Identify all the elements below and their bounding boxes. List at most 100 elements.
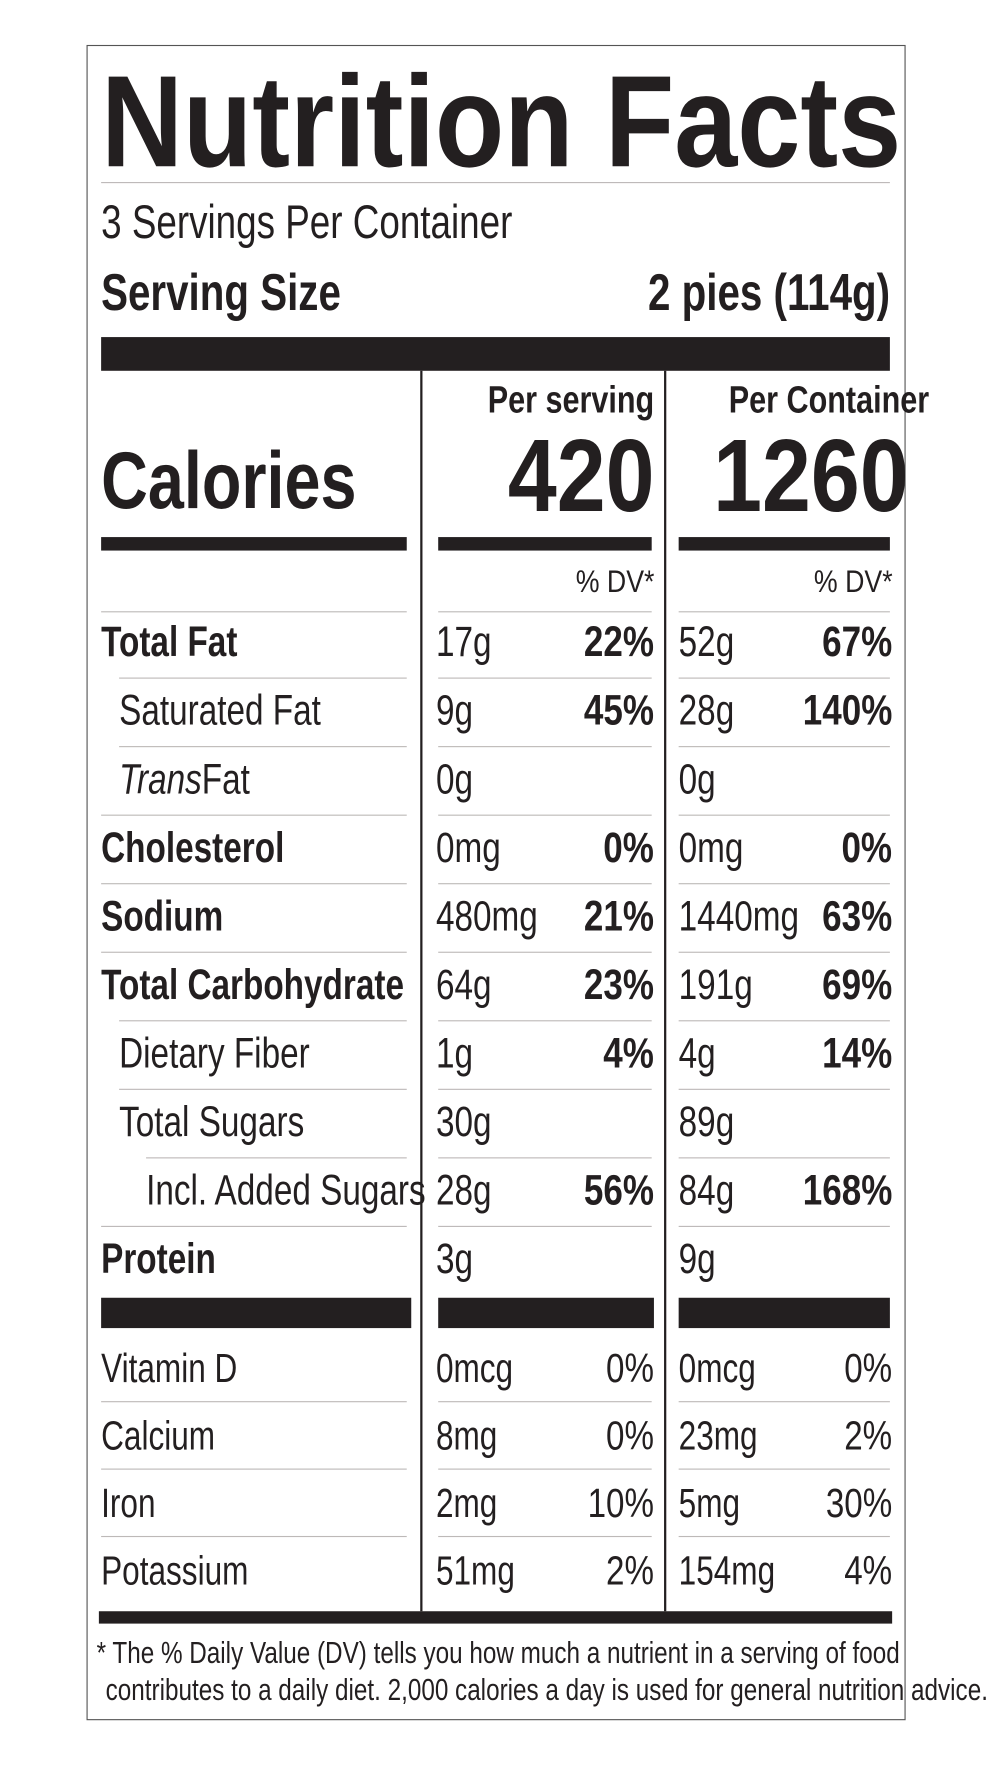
- nutrient-amount: 64g: [435, 961, 492, 1009]
- vitamin-name: Iron: [101, 1479, 156, 1526]
- nutrient-amount: 28g: [678, 687, 735, 735]
- row-divider: [438, 1020, 652, 1022]
- dv-header: % DV*: [813, 564, 893, 599]
- vitamin-amount: 2mg: [435, 1479, 498, 1526]
- nutrient-dv: 69%: [822, 961, 893, 1009]
- row-divider: [119, 677, 407, 679]
- calories-value: 420: [507, 419, 654, 534]
- row-divider: [678, 1401, 890, 1403]
- nutrient-amount: 0g: [678, 756, 716, 804]
- nutrient-dv: 140%: [802, 687, 893, 735]
- nutrient-name: Total Sugars: [119, 1098, 305, 1147]
- nutrient-amount: 0mg: [435, 824, 501, 872]
- vitamin-dv: 2%: [844, 1412, 893, 1459]
- nutrient-dv: 168%: [802, 1167, 893, 1215]
- nutrient-dv: 67%: [822, 619, 893, 667]
- nutrient-dv: 63%: [822, 893, 893, 941]
- vitamin-dv: 0%: [605, 1344, 654, 1392]
- footnote: * The % Daily Value (DV) tells you how m…: [96, 1635, 900, 1670]
- nutrient-amount: 28g: [435, 1167, 492, 1215]
- vitamin-amount: 154mg: [678, 1547, 776, 1594]
- row-divider: [678, 677, 890, 679]
- vitamin-dv: 0%: [605, 1412, 654, 1459]
- row-divider: [438, 1535, 652, 1538]
- thick-bar: [678, 1297, 890, 1329]
- thick-bar: [678, 537, 890, 551]
- row-divider: [438, 883, 652, 885]
- vitamin-amount: 0mcg: [435, 1344, 514, 1392]
- row-divider: [438, 1468, 652, 1470]
- column-separator: [664, 370, 667, 1612]
- row-divider: [119, 1020, 407, 1022]
- nutrient-dv: 4%: [603, 1030, 654, 1078]
- nutrient-name: Total Fat: [101, 619, 238, 667]
- row-divider: [101, 611, 407, 613]
- title: Nutrition Facts: [101, 48, 902, 195]
- row-divider: [678, 611, 890, 613]
- row-divider: [438, 1225, 652, 1227]
- nutrient-dv: 14%: [822, 1030, 893, 1078]
- nutrient-name: Dietary Fiber: [119, 1030, 310, 1078]
- column-separator: [420, 370, 423, 1612]
- row-divider: [101, 1401, 407, 1403]
- row-divider: [438, 814, 652, 816]
- row-divider: [119, 1088, 407, 1090]
- thick-bar: [101, 1297, 412, 1329]
- nutrient-amount: 0g: [435, 756, 474, 804]
- footnote: contributes to a daily diet. 2,000 calor…: [105, 1672, 988, 1707]
- nutrient-dv: 21%: [583, 893, 654, 941]
- nutrient-amount: 9g: [435, 687, 474, 735]
- row-divider: [678, 746, 890, 748]
- vitamin-dv: 2%: [605, 1547, 654, 1594]
- vitamin-dv: 10%: [587, 1479, 654, 1526]
- nutrient-amount: 1g: [435, 1030, 474, 1078]
- nutrient-dv: 56%: [583, 1167, 654, 1215]
- row-divider: [678, 1225, 890, 1227]
- thick-bar: [98, 1611, 893, 1624]
- nutrient-dv: 0%: [603, 824, 654, 872]
- row-divider: [101, 951, 407, 953]
- row-divider: [438, 611, 652, 613]
- column-header: Per serving: [487, 378, 654, 422]
- row-divider: [678, 951, 890, 953]
- thick-bar: [101, 337, 890, 371]
- row-divider: [678, 1020, 890, 1022]
- row-divider: [438, 677, 652, 679]
- vitamin-name: Calcium: [101, 1412, 216, 1459]
- servings-per-container: 3 Servings Per Container: [101, 195, 513, 249]
- row-divider: [438, 746, 652, 748]
- vitamin-amount: 51mg: [435, 1547, 515, 1594]
- serving-size-label: Serving Size: [101, 262, 341, 322]
- nutrient-amount: 0mg: [678, 824, 744, 872]
- row-divider: [101, 883, 407, 885]
- row-divider: [438, 951, 652, 953]
- calories-value: 1260: [713, 419, 909, 534]
- label-border: [86, 44, 906, 1721]
- thick-bar: [438, 537, 652, 551]
- italic-prefix: Trans: [119, 756, 202, 804]
- vitamin-amount: 5mg: [678, 1479, 741, 1526]
- nutrient-amount: 30g: [435, 1098, 492, 1147]
- vitamin-dv: 0%: [844, 1344, 893, 1392]
- column-header: Per Container: [728, 378, 930, 422]
- nutrient-dv: 23%: [583, 961, 654, 1009]
- vitamin-amount: 0mcg: [678, 1344, 756, 1392]
- row-divider: [101, 1468, 407, 1470]
- nutrient-name: Incl. Added Sugars: [146, 1167, 426, 1215]
- thick-bar: [438, 1297, 654, 1329]
- nutrient-amount: 52g: [678, 619, 735, 667]
- serving-size-value: 2 pies (114g): [647, 262, 890, 322]
- row-divider: [678, 1157, 890, 1159]
- row-divider: [678, 1535, 890, 1538]
- row-divider: [678, 883, 890, 885]
- nutrient-dv: 22%: [583, 619, 654, 667]
- nutrient-dv: 0%: [841, 824, 893, 872]
- vitamin-dv: 4%: [844, 1547, 893, 1594]
- nutrient-dv: 45%: [583, 687, 654, 735]
- nutrient-amount: 4g: [678, 1030, 716, 1078]
- row-divider: [101, 814, 407, 816]
- row-divider: [119, 746, 407, 748]
- nutrient-amount: 84g: [678, 1167, 735, 1215]
- nutrient-name: Sodium: [101, 893, 224, 941]
